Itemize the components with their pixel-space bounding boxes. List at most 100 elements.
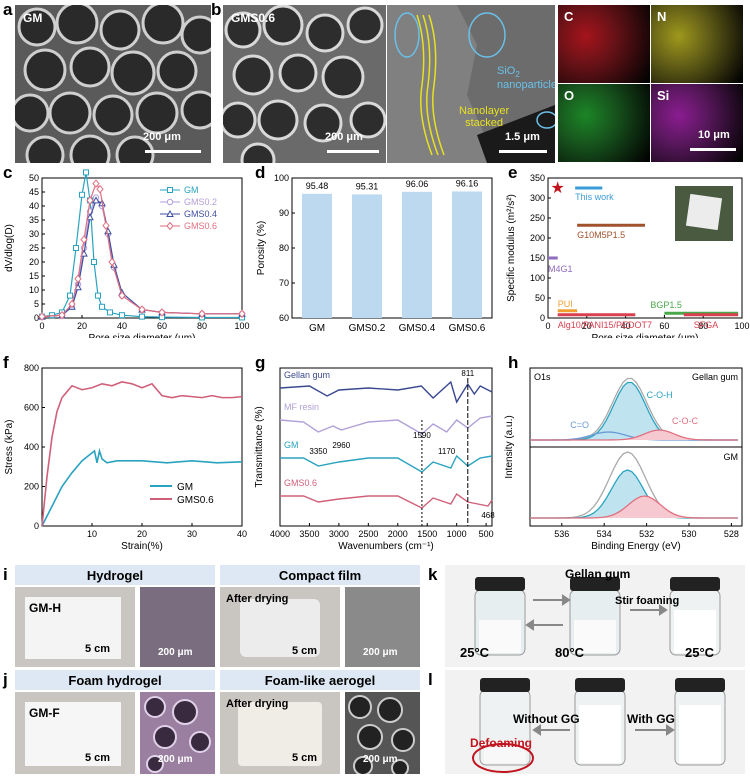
panel-label-g: g [255,353,266,372]
annotation-nanolayer: Nanolayer stacked [459,105,510,129]
peak-label: C-O-H [647,390,673,400]
y-tick-label: 400 [24,442,39,452]
photo-foam-aerogel: After drying 5 cm [220,692,340,774]
series-line-MF resin [279,415,493,435]
y-tick-label: 50 [29,173,39,183]
y-tick-label: 60 [279,313,289,323]
x-tick-label: 500 [479,529,494,539]
panel-label-a: a [3,0,13,19]
bar-GMS0.4 [402,191,432,318]
data-point [92,179,100,188]
x-tick-label: 528 [724,529,739,539]
sem-foam-aerogel: 200 μm [345,692,420,777]
series-line-GMS0.6 [41,380,243,527]
scale-label: 10 μm [698,129,730,141]
y-tick-label: 800 [24,363,39,373]
sample-tag: After drying [226,698,289,710]
y-tick-label: 20 [29,257,39,267]
scale-label: 5 cm [85,643,111,655]
eds-map-c: C [558,5,650,83]
series-line-Gellan gum [279,380,493,404]
data-point [167,187,173,193]
x-tick-label: GM [309,323,325,334]
x-tick-label: GMS0.6 [449,323,486,334]
range-label: This work [575,192,614,202]
bar-value-label: 96.06 [406,179,429,189]
annotation-label: 1170 [438,447,456,456]
peak-label: C=O [570,420,589,430]
y-tick-label: 0 [34,521,39,531]
series-label: GM [724,452,739,462]
data-point [73,245,79,251]
bar-GMS0.6 [452,191,482,318]
x-tick-label: 2500 [358,529,378,539]
plot-frame [547,177,743,319]
x-tick-label: 4000 [270,529,290,539]
x-tick-label: 20 [137,529,147,539]
sem-image-gms06: GMS0.6 200 μm [223,5,386,163]
y-tick-label: 150 [530,253,545,263]
scale-label: 200 μm [158,754,193,765]
x-tick-label: 532 [639,529,654,539]
data-point [138,305,146,314]
y-tick-label: 100 [274,173,289,183]
x-tick-label: 100 [234,321,249,331]
bar-GMS0.2 [352,194,382,318]
peak-curve [530,429,738,441]
eds-element-label: N [657,9,667,24]
eds-map-n: N [651,5,743,83]
data-point [166,209,174,217]
panel-label-h: h [508,353,519,372]
series-label: Gellan gum [692,372,738,382]
annotation-label: 811 [461,369,474,378]
y-tick-label: 10 [29,285,39,295]
title-foam-aerogel: Foam-like aerogel [220,670,420,690]
peak-curve [530,495,738,519]
data-point [166,198,174,206]
y-tick-label: 300 [530,193,545,203]
data-point [118,291,126,300]
x-tick-label: 20 [77,321,87,331]
sem-hydrogel: 200 μm [140,587,215,667]
x-tick-label: GMS0.2 [349,323,386,334]
x-tick-label: 60 [157,321,167,331]
y-tick-label: 0 [34,313,39,323]
panel-label-f: f [3,353,9,372]
x-tick-label: 40 [237,529,247,539]
y-tick-label: 350 [530,173,545,183]
label-with-gg: With GG [627,712,675,726]
scale-bar [145,150,201,153]
data-point [102,221,110,230]
series-label: GM [284,440,299,450]
x-tick-label: 1000 [447,529,467,539]
scale-bar [499,150,547,153]
annotation-sio2: SiO2nanoparticles [497,65,555,92]
sem-foam-hydrogel: 200 μm [140,692,215,774]
x-axis-label: Pore size diameter (μm) [592,333,699,338]
scale-label: 5 cm [292,645,318,657]
y-tick-label: 250 [530,213,545,223]
data-point [74,274,82,284]
label-stir-foaming: Stir foaming [615,595,680,607]
data-point [68,299,76,309]
panel-label-l: l [428,670,433,689]
annotation-label: 468 [481,511,495,520]
chart-pore-distribution: 0 20 40 60 80 100 0 5 10 15 20 25 30 35 40 45 50 Pore siz… [4,169,250,338]
x-tick-label: 534 [597,529,612,539]
x-tick-label: 530 [681,529,696,539]
scale-label: 200 μm [363,754,398,765]
photo-hydrogel: GM-H 5 cm [15,587,135,667]
y-tick-label: 90 [279,208,289,218]
chart-ftir: 4000 3500 3000 2500 2000 1500 1000 500 Wavenumbe… [254,367,495,552]
annotation-label: 2960 [332,441,350,450]
title: O1s [534,372,551,382]
y-tick-label: 30 [29,229,39,239]
legend-label: GMS0.4 [184,209,217,219]
y-tick-label: 100 [530,273,545,283]
bar-value-label: 96.16 [456,178,479,188]
data-point [107,309,113,316]
sem-image-gm: GM 200 μm [15,5,211,163]
range-label: PUI [558,299,573,309]
data-point [91,259,97,265]
